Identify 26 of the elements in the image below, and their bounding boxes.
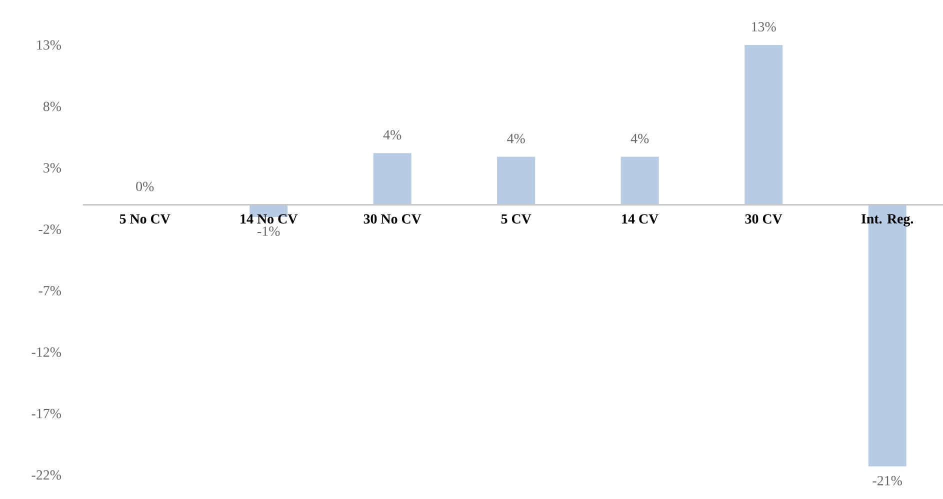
data-label: 13% [752, 22, 776, 32]
x-tick-label: 5 No CV [120, 214, 170, 224]
y-tick-label: 13% [37, 40, 61, 50]
y-tick-label: 3% [44, 163, 61, 173]
x-tick-label: 30 CV [745, 214, 782, 224]
x-tick-label: 14 CV [622, 214, 658, 224]
data-label: 4% [507, 134, 525, 144]
x-tick-label: 30 No CV [364, 214, 422, 224]
x-tick-label: 14 No CV [240, 214, 298, 224]
data-label: 4% [630, 134, 649, 144]
x-tick-label: 5 CV [501, 214, 532, 224]
bar [373, 153, 412, 205]
y-tick-label: -2% [38, 224, 61, 234]
x-tick-label: Int. Reg. [861, 214, 914, 226]
y-tick-label: -12% [32, 347, 61, 357]
y-tick-label: -17% [32, 408, 61, 418]
bar [620, 156, 659, 205]
bar [744, 44, 783, 205]
y-tick-label: -22% [32, 470, 61, 480]
data-label: 0% [136, 182, 154, 192]
y-tick-label: -7% [38, 286, 61, 296]
data-label: -21% [872, 476, 902, 486]
y-tick-label: 8% [43, 102, 61, 112]
bar [497, 156, 536, 205]
data-label: 4% [383, 130, 402, 140]
data-label: -1% [258, 226, 280, 236]
